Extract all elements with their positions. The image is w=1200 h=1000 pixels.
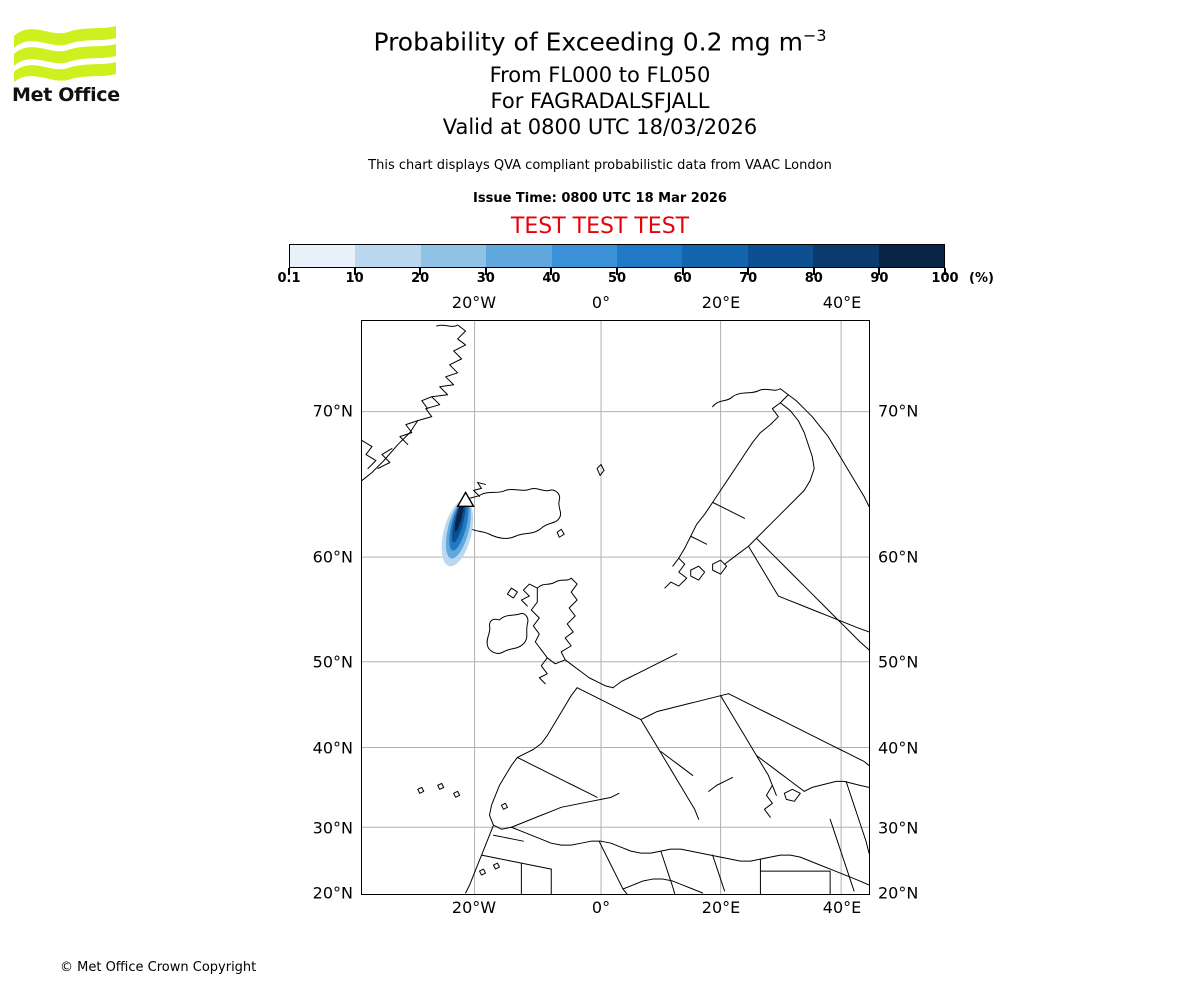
lat-label-70N-left: 70°N xyxy=(312,401,353,421)
colorbar-tick-label-40: 40 xyxy=(542,271,561,286)
colorbar-band-0 xyxy=(290,245,356,267)
colorbar-band-7 xyxy=(747,245,814,267)
title-flight-levels: From FL000 to FL050 xyxy=(489,63,711,87)
colorbar-tick-label-50: 50 xyxy=(607,271,627,286)
page-title: Probability of Exceeding 0.2 mg m−3 xyxy=(0,26,1200,56)
title-main-text: Probability of Exceeding 0.2 mg m xyxy=(373,27,803,57)
lat-label-20N-left: 20°N xyxy=(312,883,353,903)
test-banner: TEST TEST TEST xyxy=(510,214,690,239)
colorbar-band-6 xyxy=(682,245,748,267)
colorbar-tick-label-10: 10 xyxy=(345,271,364,286)
issue-time: Issue Time: 0800 UTC 18 Mar 2026 xyxy=(473,191,727,206)
map-svg xyxy=(362,321,869,894)
colorbar-tick-label-90: 90 xyxy=(870,271,889,286)
colorbar-tick-label-80: 80 xyxy=(804,271,823,286)
lon-label-40E-top: 40°E xyxy=(822,293,862,312)
lat-label-20N-right: 20°N xyxy=(878,883,919,903)
lat-label-60N-right: 60°N xyxy=(878,547,919,567)
lat-label-40N-right: 40°N xyxy=(878,738,919,758)
lon-label-20E-bottom: 20°E xyxy=(701,898,741,917)
lat-label-30N-right: 30°N xyxy=(878,818,919,838)
met-office-logo: Met Office xyxy=(12,22,122,114)
coastlines xyxy=(362,324,869,894)
colorbar-band-1 xyxy=(355,245,421,267)
colorbar-tick-90 xyxy=(878,268,881,275)
ash-plume xyxy=(441,499,474,567)
colorbar-tick-0.1 xyxy=(288,268,290,275)
colorbar-tick-label-70: 70 xyxy=(739,271,758,286)
lat-label-30N-left: 30°N xyxy=(312,818,353,838)
lon-label-20W-bottom: 20°W xyxy=(451,898,497,917)
colorbar-band-5 xyxy=(617,245,683,267)
colorbar-band-3 xyxy=(486,245,552,267)
lon-label-20E-top: 20°E xyxy=(701,293,741,312)
probability-colorbar xyxy=(289,244,945,268)
lat-label-60N-left: 60°N xyxy=(312,547,353,567)
colorbar-tick-label-0.1: 0.1 xyxy=(277,271,301,286)
colorbar-unit-label: (%) xyxy=(969,271,994,286)
lon-label-0-top: 0° xyxy=(591,293,611,312)
lon-label-0-bottom: 0° xyxy=(591,898,611,917)
title-exponent: −3 xyxy=(802,26,827,45)
colorbar-tick-60 xyxy=(681,268,684,275)
colorbar-tick-label-100: 100 xyxy=(931,271,959,286)
logo-wordmark: Met Office xyxy=(12,84,120,106)
title-volcano: For FAGRADALSFJALL xyxy=(490,89,710,113)
colorbar-tick-100 xyxy=(944,268,946,275)
qva-note: This chart displays QVA compliant probab… xyxy=(368,158,832,173)
colorbar-tick-20 xyxy=(419,268,422,275)
colorbar-bands xyxy=(289,244,945,268)
lat-label-40N-left: 40°N xyxy=(312,738,353,758)
colorbar-tick-70 xyxy=(747,268,750,275)
colorbar-tick-10 xyxy=(353,268,356,275)
colorbar-tick-label-20: 20 xyxy=(411,271,430,286)
met-office-waves-icon xyxy=(14,26,116,82)
colorbar-tick-label-30: 30 xyxy=(476,271,495,286)
colorbar-band-8 xyxy=(813,245,879,267)
colorbar-band-2 xyxy=(420,245,487,267)
lon-label-20W-top: 20°W xyxy=(451,293,497,312)
lon-label-40E-bottom: 40°E xyxy=(822,898,862,917)
lat-label-70N-right: 70°N xyxy=(878,401,919,421)
lat-label-50N-left: 50°N xyxy=(312,652,353,672)
colorbar-tick-30 xyxy=(484,268,487,275)
title-valid-time: Valid at 0800 UTC 18/03/2026 xyxy=(442,115,758,139)
colorbar-tick-label-60: 60 xyxy=(673,271,692,286)
colorbar-band-9 xyxy=(878,245,945,267)
copyright-text: © Met Office Crown Copyright xyxy=(60,960,257,975)
volcano-marker-icon xyxy=(456,490,475,508)
colorbar-tick-40 xyxy=(550,268,553,275)
map-gridlines xyxy=(362,321,869,894)
map-plot-area xyxy=(361,320,870,895)
colorbar-band-4 xyxy=(551,245,618,267)
colorbar-tick-50 xyxy=(616,268,618,275)
colorbar-tick-80 xyxy=(812,268,815,275)
lat-label-50N-right: 50°N xyxy=(878,652,919,672)
